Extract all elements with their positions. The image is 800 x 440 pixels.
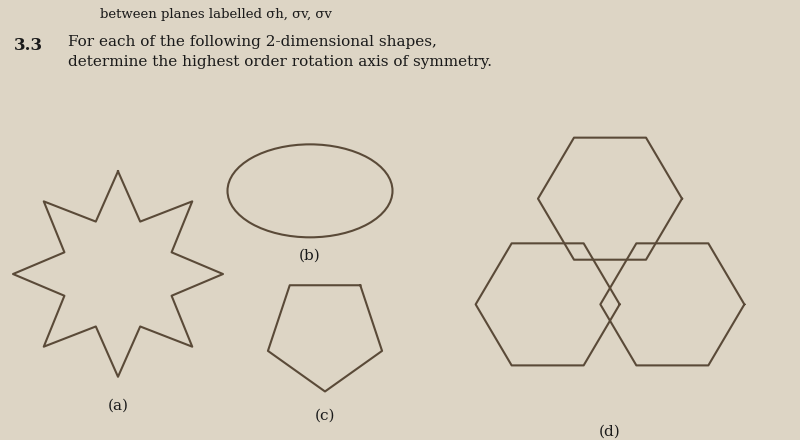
Text: determine the highest order rotation axis of symmetry.: determine the highest order rotation axi…: [68, 55, 492, 69]
Text: For each of the following 2-dimensional shapes,: For each of the following 2-dimensional …: [68, 35, 437, 49]
Text: 3.3: 3.3: [14, 37, 43, 54]
Text: between planes labelled σh, σv, σv: between planes labelled σh, σv, σv: [100, 8, 332, 21]
Text: (a): (a): [107, 398, 129, 412]
Text: (c): (c): [314, 409, 335, 423]
Text: (b): (b): [299, 249, 321, 263]
Text: (d): (d): [599, 425, 621, 439]
